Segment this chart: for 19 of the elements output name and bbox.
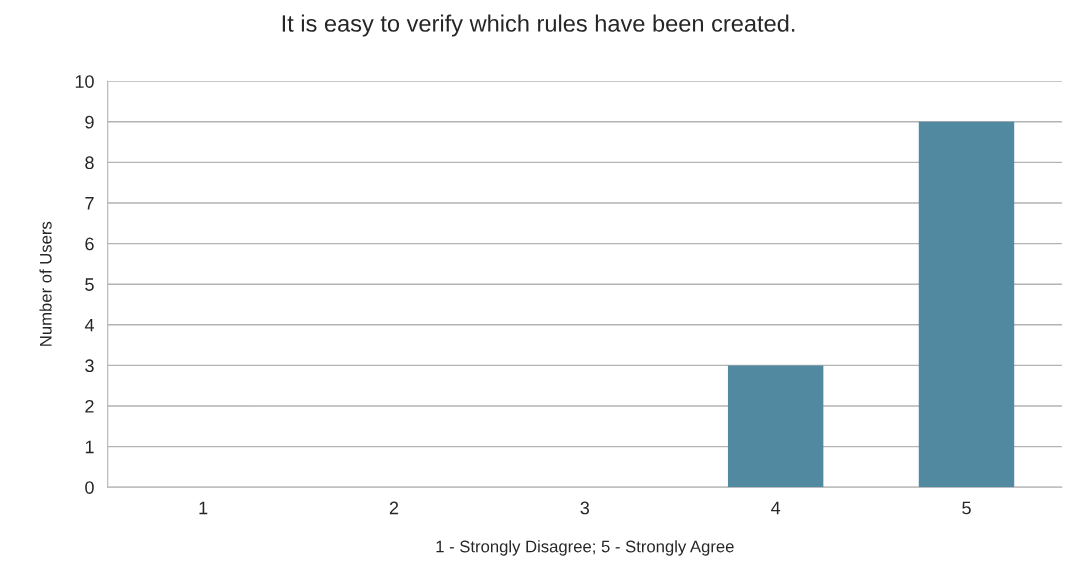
y-tick-label: 1	[85, 440, 94, 454]
y-tick-label: 7	[85, 197, 94, 210]
y-tick-label: 2	[85, 399, 94, 413]
y-tick-label: 6	[85, 237, 94, 251]
y-tick-label: 8	[85, 156, 94, 170]
x-tick-label: 2	[389, 501, 399, 515]
x-tick-label: 1	[199, 501, 208, 515]
y-tick-label: 5	[85, 278, 94, 291]
chart-title: It is easy to verify which rules have been created.	[282, 14, 795, 37]
x-tick-label: 4	[771, 501, 781, 515]
x-tick-label: 5	[962, 501, 971, 515]
x-axis-title: 1 - Strongly Disagree; 5 - Strongly Agree	[436, 540, 734, 556]
y-tick-label: 0	[85, 481, 94, 494]
y-axis-title: Number of Users	[39, 221, 52, 346]
y-tick-label: 9	[85, 115, 94, 129]
y-tick-label: 4	[84, 318, 94, 332]
y-tick-label: 10	[75, 75, 94, 88]
x-tick-label: 3	[580, 501, 590, 515]
y-tick-label: 3	[85, 359, 94, 373]
